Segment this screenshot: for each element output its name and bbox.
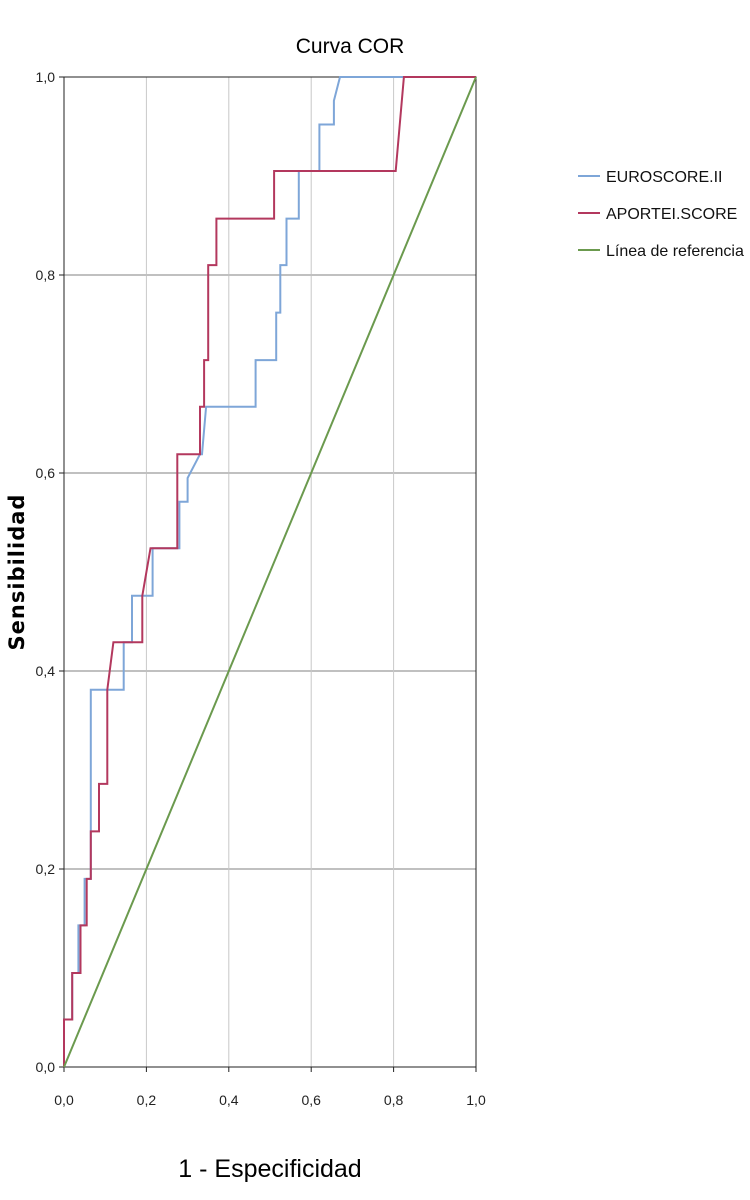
y-tick-label: 0,6 [36,465,56,481]
x-tick-label: 0,6 [301,1092,321,1108]
y-tick-label: 0,4 [36,663,56,679]
x-tick-label: 1,0 [466,1092,486,1108]
series-lines [63,76,477,1068]
series-line-euroscore-ii [63,76,476,1067]
legend-label-l-nea-de-referencia: Línea de referencia [606,243,744,260]
legend-label-euroscore-ii: EUROSCORE.II [606,169,722,186]
x-tick-label: 0,8 [384,1092,404,1108]
series-line-l-nea-de-referencia [63,76,477,1068]
series-line-aportei-score [63,76,476,1067]
x-tick-label: 0,2 [137,1092,157,1108]
y-axis-label: Sensibilidad [5,494,29,651]
x-axis-label: 1 - Especificidad [178,1155,361,1183]
grid [64,77,476,1067]
legend: EUROSCORE.II APORTEI.SCORE Línea de refere… [578,169,744,260]
x-tick-label: 0,4 [219,1092,239,1108]
y-axis-ticks: 0,0 0,2 0,4 0,6 0,8 1,0 [36,69,64,1075]
y-tick-label: 0,2 [36,861,56,877]
chart-title: Curva COR [296,35,405,58]
y-tick-label: 0,0 [36,1059,56,1075]
legend-label-aportei-score: APORTEI.SCORE [606,206,737,223]
x-axis-ticks: 0,0 0,2 0,4 0,6 0,8 1,0 [54,1067,486,1108]
plot-frame [63,76,477,1068]
y-tick-label: 1,0 [36,69,56,85]
y-tick-label: 0,8 [36,267,56,283]
x-tick-label: 0,0 [54,1092,74,1108]
